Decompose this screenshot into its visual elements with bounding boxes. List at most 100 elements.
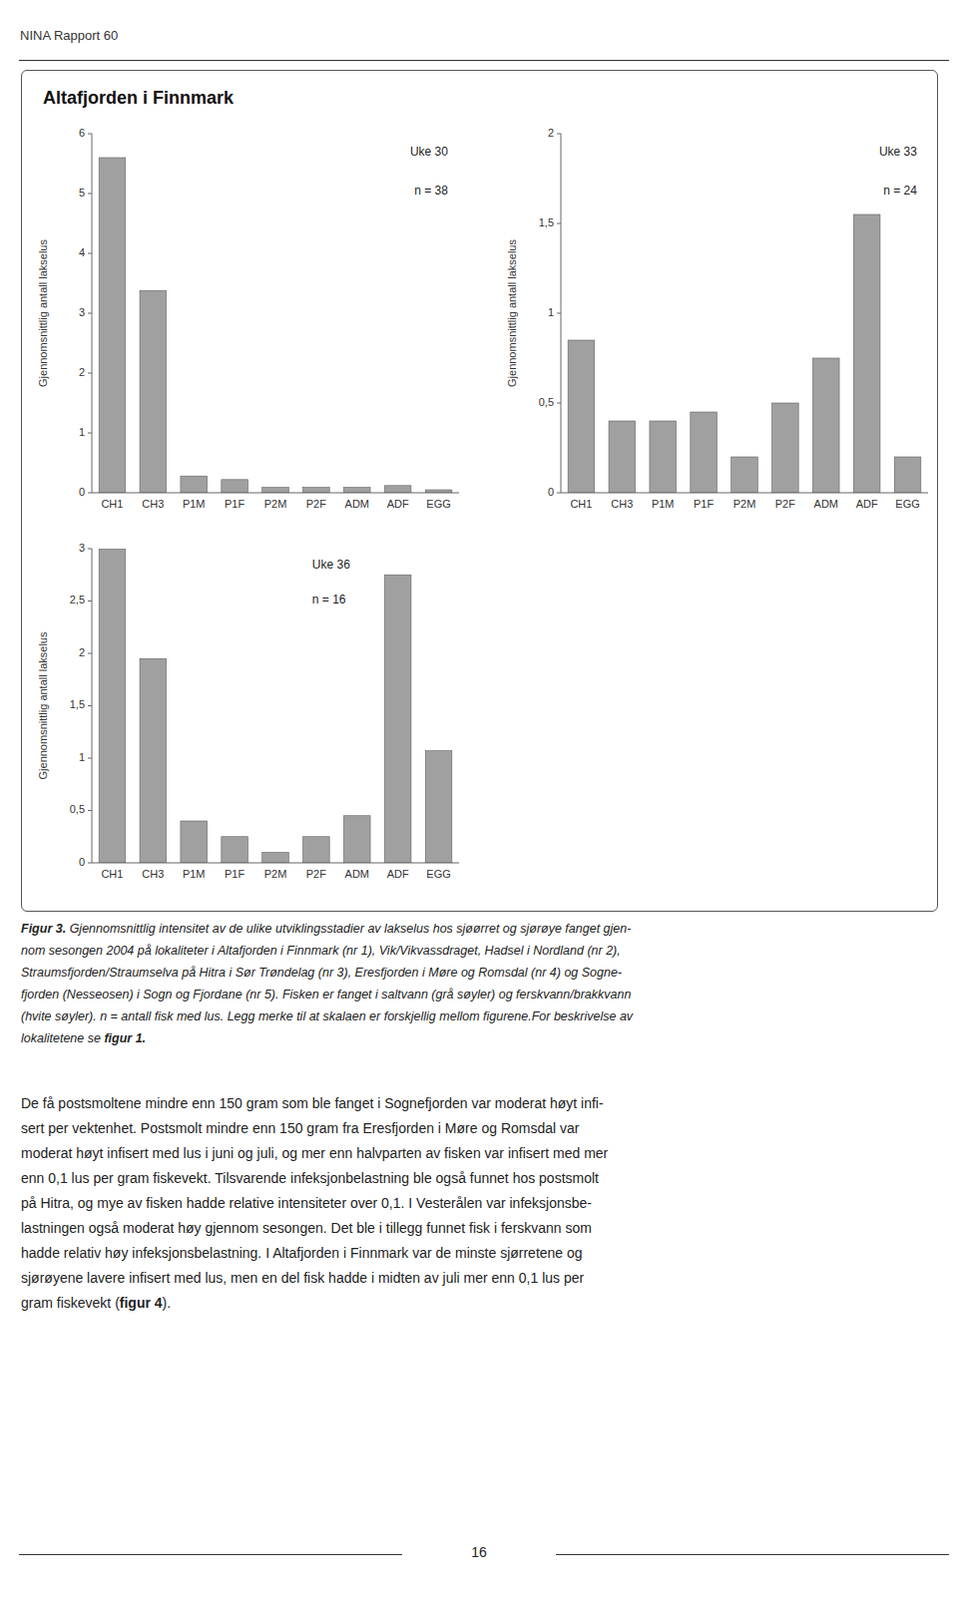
x-tick-label: P1M: [651, 497, 675, 510]
paragraph-line: moderat høyt infisert med lus i juni og …: [20, 1145, 608, 1162]
bar: [180, 476, 208, 493]
y-tick-label: 3: [78, 306, 85, 319]
caption-text: lokalitetene se: [20, 1031, 104, 1046]
bar: [853, 214, 881, 493]
bars: [98, 157, 453, 493]
bar: [180, 821, 208, 864]
y-tick-label: 2: [78, 366, 85, 379]
caption-reference: figur 1.: [103, 1031, 146, 1046]
y-axis-line: [560, 133, 562, 493]
x-tick-label: P1F: [224, 497, 245, 510]
x-tick-label: CH3: [141, 497, 164, 510]
y-tick: [87, 433, 92, 435]
caption-text: (hvite søyler). n = antall fisk med lus.…: [20, 1009, 633, 1024]
x-tick-label: P2F: [775, 497, 796, 510]
y-tick-label: 1: [547, 306, 554, 319]
x-tick-label: ADF: [387, 868, 410, 881]
bars: [98, 548, 453, 864]
paragraph-line: lastningen også moderat høy gjennom seso…: [20, 1220, 592, 1237]
y-tick: [87, 705, 92, 707]
bar: [221, 479, 249, 493]
footer-rule: [555, 1554, 950, 1556]
y-tick-label: 0,5: [538, 396, 554, 409]
bars: [567, 214, 922, 493]
bar: [608, 421, 636, 493]
x-tick-label: P1M: [182, 868, 206, 881]
y-tick-label: 2: [547, 126, 554, 139]
caption-line: Straumsfjorden/Straumselva på Hitra i Sø…: [20, 965, 622, 980]
bar: [139, 290, 167, 493]
footer-rule: [18, 1554, 403, 1556]
x-tick-label: P1F: [693, 497, 714, 510]
bar: [343, 487, 371, 493]
bar: [649, 421, 677, 493]
annotation: n = 16: [312, 592, 347, 607]
y-tick-label: 0: [547, 485, 554, 498]
annotation: n = 38: [414, 183, 449, 198]
x-tick-label: ADF: [856, 497, 879, 510]
bar: [690, 412, 718, 493]
caption-text: fjorden (Nesseosen) i Sogn og Fjordane (…: [20, 987, 631, 1002]
bar: [262, 487, 290, 493]
y-axis: 00,511,522,53: [69, 541, 92, 869]
caption-line: Figur 3. Gjennomsnittlig intensitet av d…: [20, 922, 631, 937]
x-tick-label: CH1: [100, 497, 123, 510]
x-tick-label: CH1: [569, 497, 592, 510]
y-tick: [87, 758, 92, 760]
paragraph-line: gram fiskevekt (figur 4).: [20, 1295, 171, 1312]
x-axis: CH1CH3P1MP1FP2MP2FADMADFEGG: [91, 863, 460, 881]
paragraph-text: på Hitra, og mye av fisken hadde relativ…: [20, 1195, 592, 1212]
paragraph-text: gram fiskevekt (: [20, 1295, 120, 1312]
x-tick-label: EGG: [426, 868, 451, 881]
header: NINA Rapport 60: [19, 27, 118, 43]
y-tick: [87, 253, 92, 255]
paragraph-line: sjørøyene lavere infisert med lus, men e…: [20, 1270, 584, 1287]
annotation: Uke 36: [312, 557, 351, 572]
bar: [221, 837, 249, 864]
bar: [384, 574, 412, 864]
x-tick-label: CH3: [610, 497, 633, 510]
y-axis-line: [91, 548, 93, 864]
bar: [384, 485, 412, 493]
x-tick-label: CH1: [100, 868, 123, 881]
x-axis: CH1CH3P1MP1FP2MP2FADMADFEGG: [560, 492, 929, 510]
caption-line: fjorden (Nesseosen) i Sogn og Fjordane (…: [20, 987, 631, 1002]
caption-text: Straumsfjorden/Straumselva på Hitra i Sø…: [20, 965, 622, 980]
paragraph-text: sjørøyene lavere infisert med lus, men e…: [20, 1270, 584, 1287]
x-tick-label: CH3: [141, 868, 164, 881]
paragraph-line: sert per vektenhet. Postsmolt mindre enn…: [20, 1120, 579, 1137]
y-tick: [87, 863, 92, 865]
y-tick: [87, 810, 92, 812]
caption-line: lokalitetene se figur 1.: [20, 1031, 146, 1046]
bar: [98, 548, 126, 864]
caption-lead: Figur 3.: [20, 922, 66, 937]
annotation: Uke 33: [879, 144, 918, 159]
paragraph-line: enn 0,1 lus per gram fiskevekt. Tilsvare…: [20, 1170, 599, 1187]
x-tick-label: EGG: [426, 497, 451, 510]
bar: [98, 157, 126, 493]
y-tick: [87, 548, 92, 550]
bar: [303, 837, 331, 864]
x-tick-label: EGG: [895, 497, 920, 510]
y-tick: [556, 133, 561, 135]
y-tick-label: 1: [78, 426, 85, 439]
x-axis: CH1CH3P1MP1FP2MP2FADMADFEGG: [91, 492, 460, 510]
paragraph-text: sert per vektenhet. Postsmolt mindre enn…: [20, 1120, 579, 1137]
caption-text: nom sesongen 2004 på lokaliteter i Altaf…: [20, 944, 621, 958]
y-tick: [87, 373, 92, 375]
y-tick-label: 4: [78, 246, 85, 259]
y-axis-label: Gjennomsnittlig antall lakselus: [36, 239, 49, 388]
bar-chart: 00,511,52Gjennomsnittlig antall lakselus…: [498, 121, 939, 521]
paragraph-line: hadde relativ høy infeksjonsbelastning. …: [20, 1245, 583, 1262]
caption-text: Gjennomsnittlig intensitet av de ulike u…: [65, 922, 631, 937]
paragraph-text: De få postsmoltene mindre enn 150 gram s…: [20, 1095, 604, 1112]
paragraph-text: lastningen også moderat høy gjennom seso…: [20, 1220, 592, 1237]
x-tick-label: P2M: [264, 868, 288, 881]
y-axis: 0123456: [78, 126, 92, 498]
bar: [425, 751, 453, 864]
x-axis-line: [91, 492, 460, 494]
y-tick: [556, 492, 561, 494]
y-tick: [87, 653, 92, 655]
paragraph-line: De få postsmoltene mindre enn 150 gram s…: [20, 1095, 604, 1112]
x-axis-line: [560, 492, 929, 494]
